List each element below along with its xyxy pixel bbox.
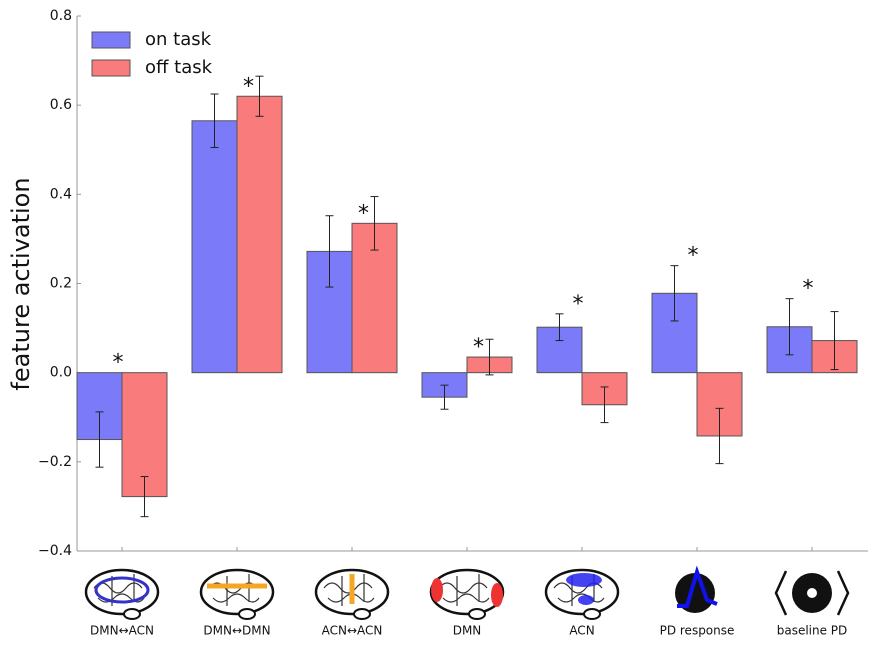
y-tick-label: 0.8 [50,8,72,24]
x-tick-label: ACN↔ACN [322,624,383,638]
significance-marker: * [243,74,254,99]
legend-swatch [91,31,131,49]
brain-folds [438,574,490,606]
pd-trace [677,565,718,608]
category-icon [429,568,505,620]
region [566,573,602,587]
brain-stem [238,608,256,620]
legend-label: on task [145,29,212,50]
significance-marker: * [573,292,584,317]
y-tick-label: −0.2 [38,454,72,470]
brain-folds [208,574,260,606]
brain-folds [553,574,605,606]
bracket [774,570,850,616]
y-tick-label: −0.4 [38,543,72,559]
bar [236,95,283,374]
category-icon [314,568,390,620]
legend-label: off task [145,57,213,78]
y-tick-label: 0.2 [50,276,72,292]
brain-folds [93,574,145,606]
significance-marker: * [358,201,369,226]
pupil [675,573,715,613]
x-tick-label: baseline PD [777,624,848,638]
legend-swatch [91,59,131,77]
significance-marker: * [113,351,124,376]
significance-marker: * [688,244,699,269]
x-tick-label: DMN [453,624,482,638]
bar [191,120,238,374]
category-icon [774,570,850,616]
brain-stem [583,608,601,620]
brain-stem [353,608,371,620]
eye-center [807,588,817,598]
category-icon [675,565,718,613]
category-icon [199,568,275,620]
significance-marker: * [473,335,484,360]
region [431,578,443,602]
x-tick-label: DMN↔ACN [90,624,154,638]
connection [94,576,150,604]
category-icon [84,568,160,620]
significance-marker: * [803,277,814,302]
y-tick-label: 0.4 [50,186,72,202]
brain-stem [468,608,486,620]
y-tick-label: 0.0 [50,365,72,381]
y-axis-label: feature activation [7,177,35,390]
brain-stem [123,608,141,620]
y-tick-label: 0.6 [50,97,72,113]
x-tick-label: DMN↔DMN [203,624,270,638]
region [578,595,594,605]
category-icon [544,568,620,620]
region [491,583,503,607]
x-tick-label: PD response [660,624,735,638]
x-tick-label: ACN [569,624,594,638]
